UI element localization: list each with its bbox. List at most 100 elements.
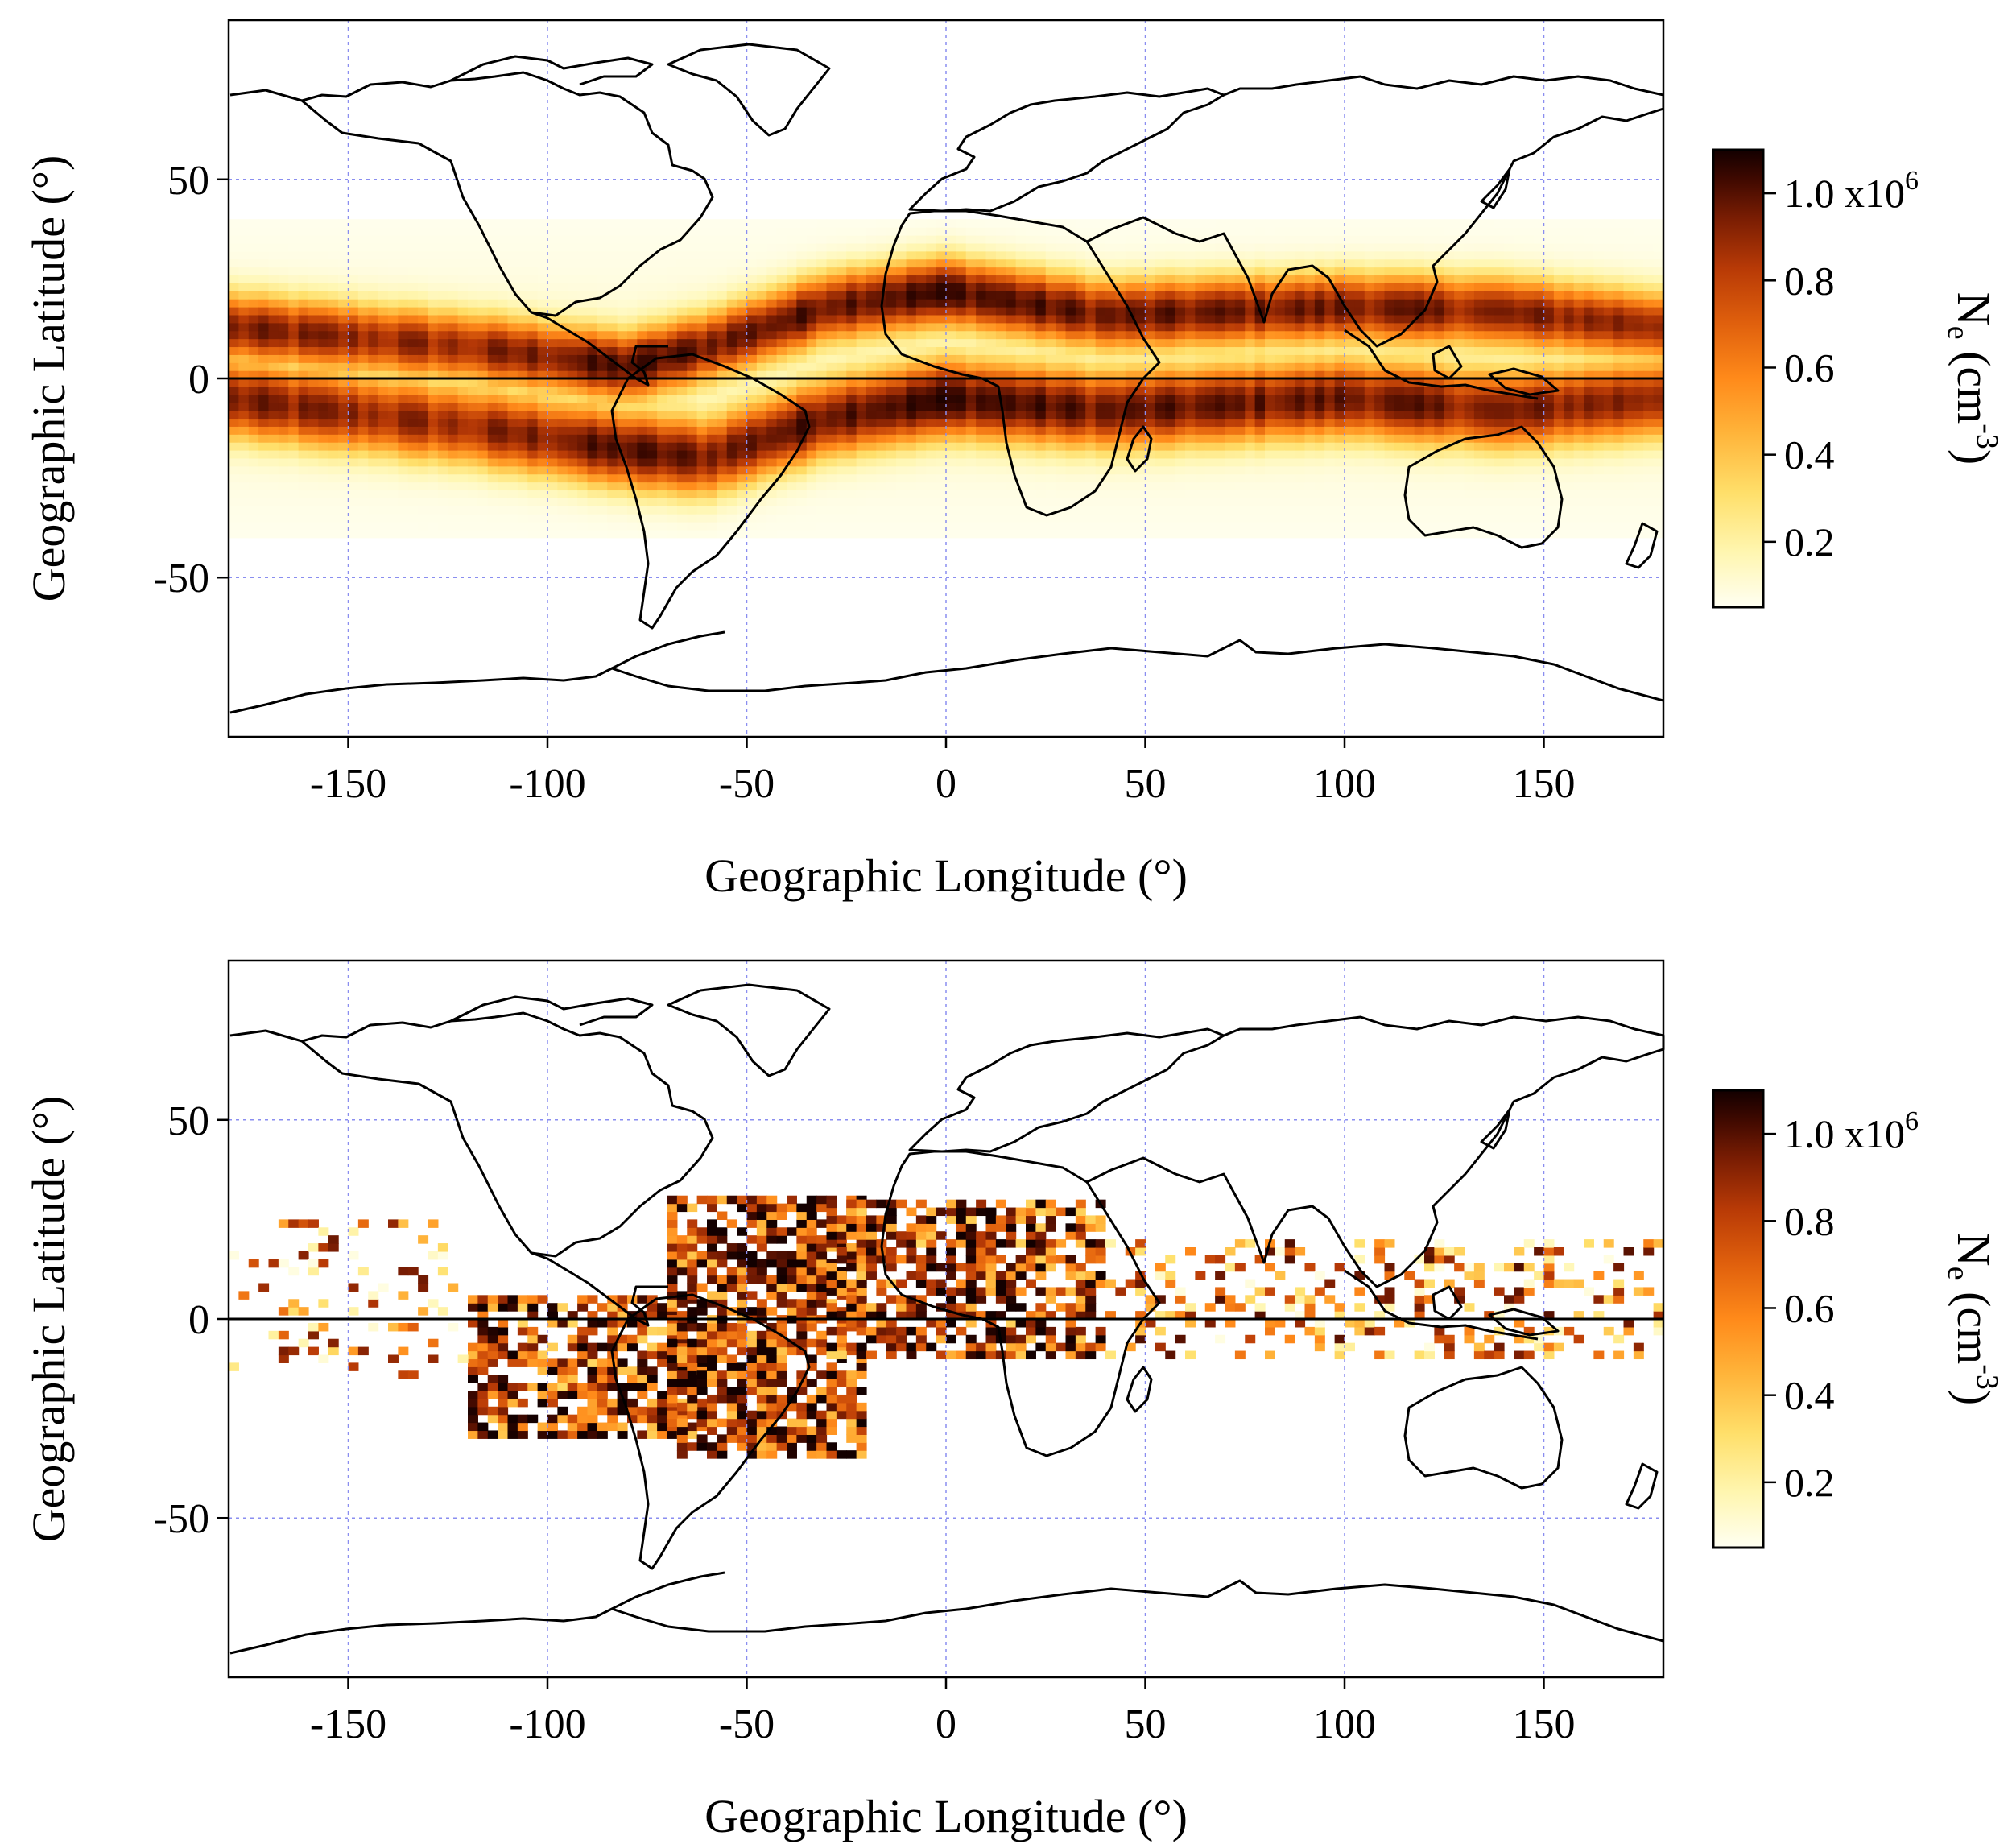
heatmap-cell bbox=[437, 498, 448, 506]
heatmap-cell bbox=[1065, 394, 1076, 403]
heatmap-cell bbox=[1195, 250, 1206, 260]
heatmap-cell bbox=[1374, 498, 1386, 506]
heatmap-cell bbox=[1314, 291, 1325, 300]
heatmap-cell bbox=[1175, 291, 1186, 300]
heatmap-cell bbox=[1085, 434, 1097, 443]
heatmap-cell bbox=[627, 490, 638, 498]
heatmap-cell bbox=[707, 514, 717, 523]
heatmap-cell bbox=[1254, 473, 1266, 483]
heatmap-cell bbox=[1314, 235, 1325, 244]
heatmap-cell bbox=[965, 434, 977, 443]
heatmap-cell bbox=[1404, 235, 1415, 244]
heatmap-cell bbox=[1424, 370, 1435, 379]
heatmap-cell bbox=[896, 386, 907, 395]
heatmap-cell bbox=[776, 506, 787, 515]
heatmap-cell bbox=[437, 275, 448, 283]
heatmap-cell bbox=[816, 473, 828, 483]
heatmap-cell bbox=[517, 386, 528, 395]
heatmap-cell bbox=[1056, 307, 1067, 316]
heatmap-cell bbox=[1075, 490, 1086, 498]
heatmap-cell bbox=[726, 402, 737, 411]
heatmap-cell bbox=[527, 394, 539, 403]
heatmap-cell bbox=[1035, 283, 1047, 291]
heatmap-cell bbox=[1265, 410, 1275, 420]
heatmap-cell bbox=[278, 235, 289, 244]
heatmap-cell bbox=[985, 394, 997, 403]
heatmap-cell bbox=[1374, 283, 1386, 291]
heatmap-cell bbox=[1135, 410, 1146, 420]
heatmap-cell bbox=[846, 314, 857, 324]
heatmap-cell bbox=[1026, 219, 1036, 228]
heatmap-cell bbox=[338, 378, 349, 387]
heatmap-cell bbox=[1065, 450, 1076, 459]
heatmap-cell bbox=[537, 242, 548, 252]
heatmap-cell bbox=[587, 402, 598, 411]
heatmap-cell bbox=[288, 258, 300, 268]
heatmap-cell bbox=[1245, 465, 1256, 475]
heatmap-cell bbox=[487, 442, 498, 451]
heatmap-cell bbox=[617, 346, 628, 355]
heatmap-cell bbox=[696, 498, 708, 506]
heatmap-cell bbox=[607, 386, 618, 395]
heatmap-cell bbox=[886, 330, 897, 340]
heatmap-cell bbox=[676, 330, 688, 340]
heatmap-cell bbox=[1404, 242, 1415, 252]
heatmap-cell bbox=[1215, 378, 1226, 387]
heatmap-cell bbox=[1464, 482, 1475, 491]
heatmap-cell bbox=[936, 283, 947, 291]
heatmap-cell bbox=[1295, 394, 1306, 403]
heatmap-cell bbox=[906, 227, 917, 236]
heatmap-cell bbox=[1414, 338, 1425, 348]
heatmap-cell bbox=[428, 227, 439, 236]
heatmap-cell bbox=[946, 330, 956, 340]
heatmap-cell bbox=[498, 386, 509, 395]
heatmap-cell bbox=[229, 529, 239, 539]
heatmap-cell bbox=[1175, 434, 1186, 443]
heatmap-cell bbox=[1424, 386, 1435, 395]
heatmap-cell bbox=[886, 514, 897, 523]
heatmap-cell bbox=[676, 267, 688, 276]
heatmap-cell bbox=[1314, 529, 1325, 539]
heatmap-cell bbox=[1204, 434, 1216, 443]
heatmap-cell bbox=[1234, 522, 1246, 531]
heatmap-cell bbox=[328, 402, 339, 411]
heatmap-cell bbox=[1345, 402, 1355, 411]
heatmap-cell bbox=[776, 522, 787, 531]
heatmap-cell bbox=[1165, 402, 1176, 411]
heatmap-cell bbox=[537, 235, 548, 244]
heatmap-cell bbox=[1384, 386, 1395, 395]
heatmap-cell bbox=[886, 498, 897, 506]
heatmap-cell bbox=[1105, 457, 1116, 467]
heatmap-cell bbox=[477, 250, 489, 260]
heatmap-cell bbox=[477, 410, 489, 420]
heatmap-cell bbox=[468, 267, 478, 276]
heatmap-cell bbox=[1085, 354, 1097, 363]
heatmap-cell bbox=[567, 267, 578, 276]
heatmap-cell bbox=[926, 394, 937, 403]
heatmap-cell bbox=[876, 314, 887, 324]
heatmap-cell bbox=[846, 219, 857, 228]
heatmap-cell bbox=[338, 330, 349, 340]
heatmap-cell bbox=[1404, 394, 1415, 403]
heatmap-cell bbox=[1234, 426, 1246, 435]
heatmap-cell bbox=[717, 410, 728, 420]
heatmap-cell bbox=[338, 250, 349, 260]
heatmap-cell bbox=[1185, 522, 1196, 531]
heatmap-cell bbox=[268, 498, 279, 506]
heatmap-cell bbox=[1464, 258, 1475, 268]
heatmap-cell bbox=[1284, 275, 1295, 283]
heatmap-cell bbox=[1175, 473, 1186, 483]
heatmap-cell bbox=[676, 529, 688, 539]
heatmap-cell bbox=[1314, 418, 1325, 427]
heatmap-cell bbox=[1035, 386, 1047, 395]
heatmap-cell bbox=[886, 378, 897, 387]
heatmap-cell bbox=[268, 291, 279, 300]
heatmap-cell bbox=[1225, 442, 1236, 451]
heatmap-cell bbox=[597, 410, 608, 420]
heatmap-cell bbox=[836, 465, 847, 475]
heatmap-cell bbox=[1424, 338, 1435, 348]
heatmap-cell bbox=[936, 434, 947, 443]
heatmap-cell bbox=[1404, 498, 1415, 506]
heatmap-cell bbox=[418, 322, 429, 332]
heatmap-cell bbox=[1284, 426, 1295, 435]
